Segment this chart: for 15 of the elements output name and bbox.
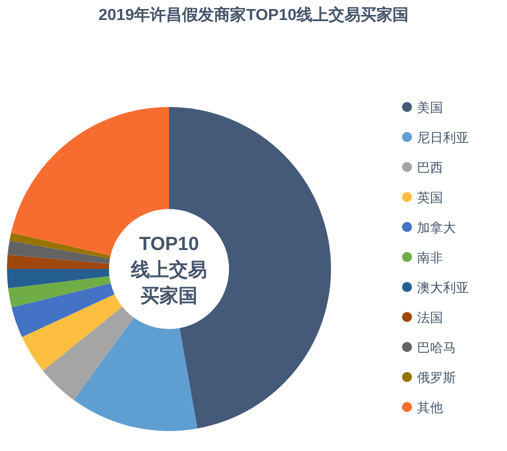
legend-label: 俄罗斯 (417, 370, 456, 385)
legend-label: 法国 (417, 310, 443, 325)
text: 买家国 (140, 285, 198, 307)
chart-title: 2019年许昌假发商家TOP10线上交易买家国 (98, 5, 408, 24)
legend-label: 巴哈马 (417, 340, 456, 355)
legend-label: 加拿大 (417, 220, 456, 235)
text: 线上交易 (130, 259, 207, 281)
legend-label: 尼日利亚 (417, 130, 469, 145)
legend-label: 美国 (417, 100, 443, 115)
text: TOP10 (139, 234, 199, 255)
legend-label: 其他 (417, 400, 443, 415)
legend-label: 巴西 (417, 160, 443, 175)
legend-label: 南非 (417, 250, 443, 265)
legend-label: 澳大利亚 (417, 280, 469, 295)
legend-label: 英国 (417, 190, 443, 205)
